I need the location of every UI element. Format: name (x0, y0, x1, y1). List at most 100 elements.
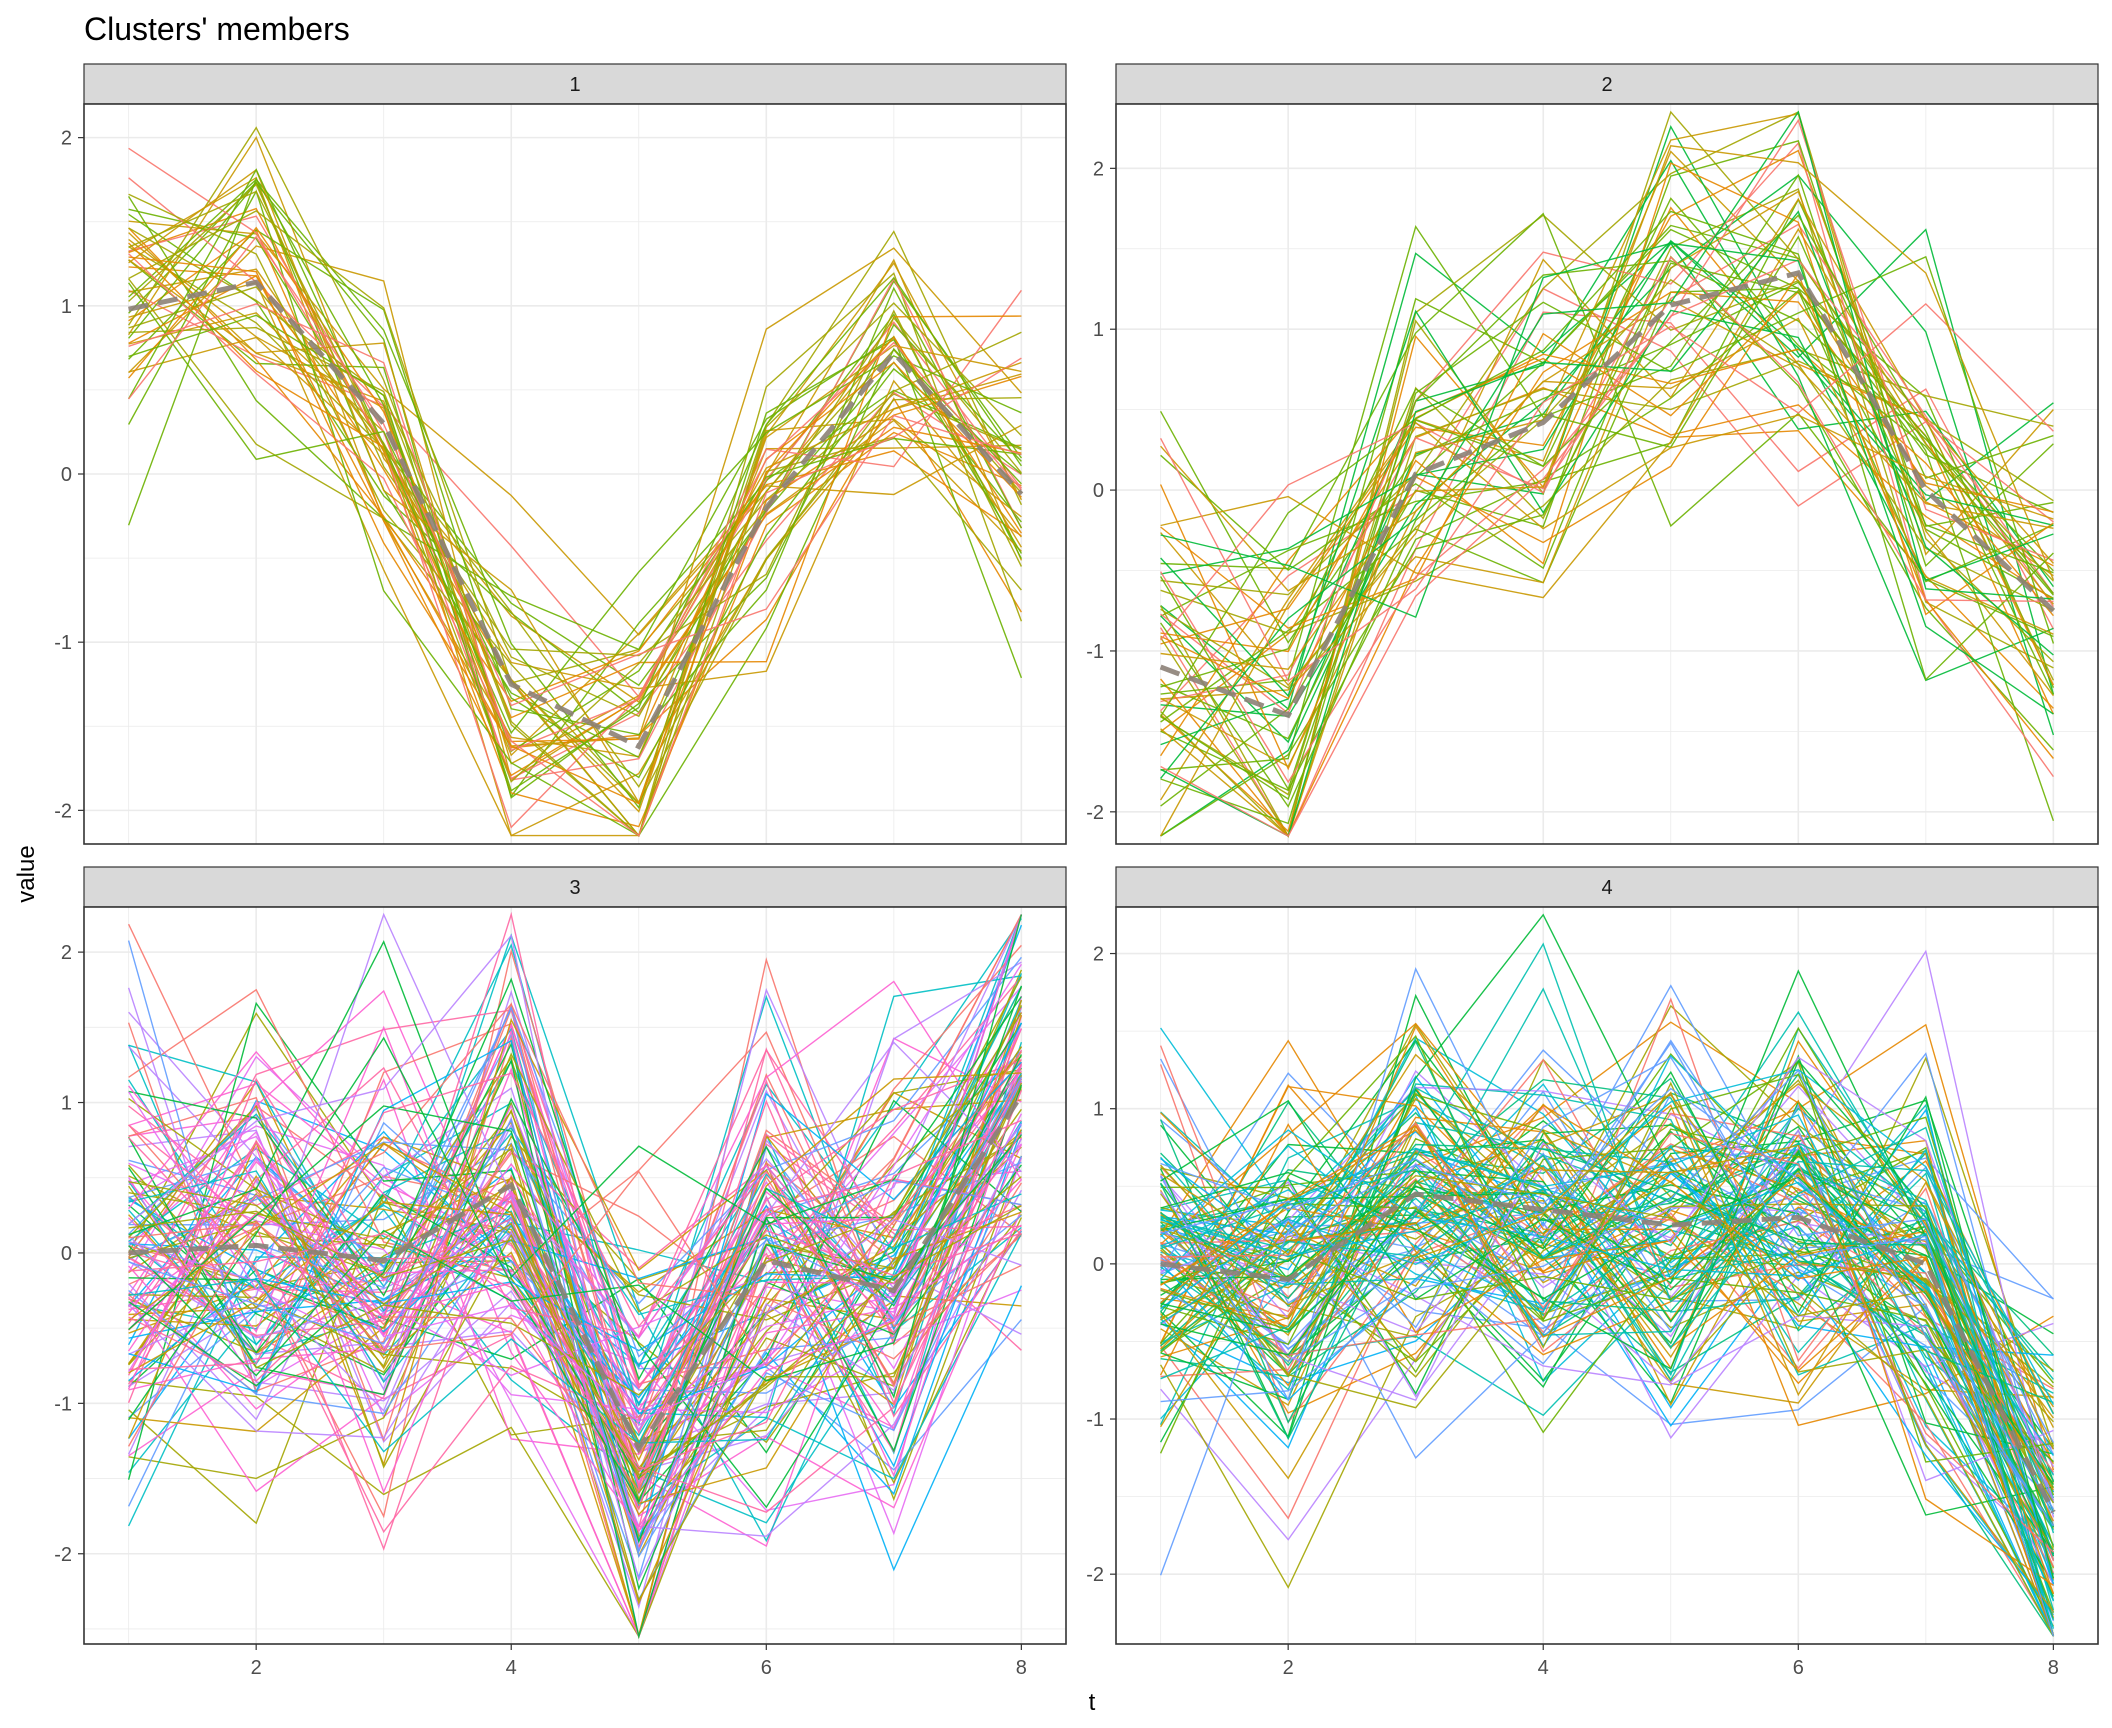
member-line (1160, 190, 2054, 700)
member-line (128, 1072, 1022, 1371)
member-line (1160, 287, 2054, 712)
member-line (1160, 1091, 2055, 1480)
member-line (128, 1022, 1023, 1454)
member-line (1160, 1081, 2054, 1550)
member-line (128, 303, 1022, 752)
y-tick-label: 2 (61, 128, 72, 150)
member-line (1160, 1027, 2054, 1380)
x-tick-label: 4 (1538, 1657, 1549, 1679)
member-line (128, 253, 1022, 837)
member-lines (1159, 913, 2055, 1637)
member-line (128, 934, 1023, 1552)
member-line (128, 1135, 1022, 1448)
member-line (1160, 1111, 2054, 1374)
member-line (1160, 942, 2055, 1546)
member-line (128, 190, 1022, 783)
y-tick-label: 2 (61, 942, 72, 964)
member-line (1160, 1099, 2055, 1528)
member-line (128, 259, 1022, 765)
panel-border (83, 906, 1067, 1645)
member-line (1160, 1121, 2054, 1553)
member-line (1160, 1143, 2055, 1620)
member-line (128, 213, 1022, 714)
panel-border (1115, 906, 2099, 1645)
y-tick-label: -1 (1086, 641, 1104, 663)
member-line (128, 232, 1022, 747)
y-tick-label: -2 (1086, 802, 1104, 824)
facet-panel-3: 3 -2 -1 0 1 2 2 4 6 8 (54, 866, 1067, 1679)
member-line (1160, 1126, 2055, 1534)
member-line (128, 242, 1022, 743)
member-line (1160, 227, 2054, 605)
member-line (1160, 299, 2054, 592)
member-line (1160, 1024, 2055, 1522)
facet-panel-2: 2 -2 -1 0 1 2 (1086, 63, 2099, 845)
member-line (1160, 309, 2054, 698)
member-line (128, 178, 1023, 810)
facet-strip (83, 63, 1067, 105)
member-lines (127, 911, 1023, 1640)
y-tick-label: 2 (1093, 944, 1104, 966)
member-line (127, 1051, 1022, 1447)
member-line (1160, 1040, 2055, 1555)
facet-panels: 1 -2 -1 0 1 2 2 -2 -1 0 1 2 3 -2 -1 0 1 2 2 4 6 8 4 -2 -1 0 1 2 2 4 6 8 (54, 63, 2099, 1679)
member-line (1160, 1180, 2055, 1637)
member-line (1160, 1155, 2055, 1504)
member-line (128, 1067, 1023, 1493)
member-line (1160, 1039, 2055, 1504)
chart-title: Clusters' members (84, 11, 350, 47)
member-line (1160, 1142, 2055, 1512)
member-line (128, 1039, 1022, 1545)
member-line (1160, 145, 2055, 670)
facet-strip (1115, 866, 2099, 908)
member-line (1160, 1174, 2054, 1504)
member-line (1160, 1056, 2055, 1501)
facet-strip-label: 2 (1601, 74, 1612, 96)
member-line (128, 276, 1022, 792)
member-line (1160, 110, 2054, 779)
member-line (128, 1204, 1022, 1409)
member-line (1160, 1069, 2054, 1527)
member-line (1159, 1183, 2054, 1441)
member-line (1160, 1162, 2054, 1450)
member-line (128, 1155, 1023, 1602)
y-tick-label: -2 (1086, 1564, 1104, 1586)
member-line (1160, 1099, 2054, 1586)
member-line (1160, 348, 2054, 634)
member-line (1160, 1169, 2055, 1601)
member-line (128, 235, 1022, 707)
member-line (127, 940, 1022, 1505)
y-tick-label: 1 (1093, 319, 1104, 341)
centroid-line (128, 279, 1024, 750)
y-axis-title: value (13, 845, 40, 902)
y-tick-label: -1 (1086, 1409, 1104, 1431)
member-line (128, 272, 1023, 837)
member-line (1160, 1129, 2055, 1629)
member-line (128, 1119, 1022, 1472)
x-tick-label: 6 (761, 1657, 772, 1679)
y-tick-label: -1 (54, 1393, 72, 1415)
member-line (128, 238, 1022, 837)
x-tick-label: 8 (2048, 1657, 2059, 1679)
member-line (127, 963, 1022, 1423)
facet-strip (83, 866, 1067, 908)
member-line (128, 956, 1022, 1305)
facet-panel-4: 4 -2 -1 0 1 2 2 4 6 8 (1086, 866, 2099, 1679)
facet-strip-label: 3 (569, 877, 580, 899)
facet-strip-label: 1 (569, 74, 580, 96)
member-line (1160, 1068, 2055, 1405)
member-line (1160, 1181, 2054, 1457)
facet-strip-label: 4 (1601, 877, 1612, 899)
member-line (1159, 1085, 2055, 1619)
member-line (1160, 1166, 2055, 1594)
y-tick-label: -1 (54, 632, 72, 654)
member-line (128, 1012, 1022, 1396)
facet-panel-1: 1 -2 -1 0 1 2 (54, 63, 1067, 845)
member-line (1160, 198, 2054, 617)
member-line (128, 914, 1023, 1639)
facet-strip (1115, 63, 2099, 105)
member-line (128, 1055, 1022, 1639)
member-line (1160, 214, 2055, 801)
member-line (1159, 1087, 2054, 1576)
member-line (1160, 118, 2054, 784)
